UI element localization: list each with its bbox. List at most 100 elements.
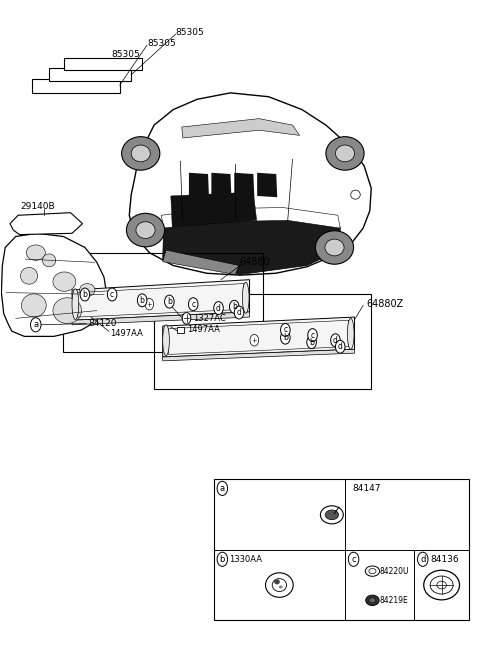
- Polygon shape: [49, 69, 131, 82]
- Circle shape: [165, 295, 174, 308]
- Text: 1327AC: 1327AC: [193, 314, 226, 323]
- Text: c: c: [110, 290, 114, 299]
- Text: b: b: [140, 296, 144, 305]
- Circle shape: [307, 336, 316, 349]
- Ellipse shape: [22, 294, 46, 317]
- Circle shape: [250, 334, 259, 346]
- Text: 84219E: 84219E: [380, 596, 408, 605]
- Polygon shape: [234, 173, 254, 197]
- Ellipse shape: [131, 145, 150, 162]
- Circle shape: [281, 324, 290, 336]
- Ellipse shape: [430, 576, 453, 594]
- Circle shape: [137, 294, 147, 307]
- Text: 84136: 84136: [430, 554, 458, 564]
- Ellipse shape: [272, 578, 287, 591]
- Polygon shape: [163, 317, 355, 357]
- Text: 29140B: 29140B: [21, 202, 55, 211]
- Polygon shape: [257, 173, 277, 197]
- Text: 1497AA: 1497AA: [188, 325, 220, 334]
- Polygon shape: [72, 312, 250, 325]
- Polygon shape: [161, 208, 340, 228]
- Ellipse shape: [26, 245, 45, 260]
- Bar: [177, 327, 184, 333]
- Text: 64880: 64880: [239, 257, 270, 267]
- Ellipse shape: [126, 214, 165, 247]
- Polygon shape: [129, 93, 371, 275]
- Circle shape: [331, 334, 340, 347]
- Polygon shape: [163, 250, 239, 274]
- Polygon shape: [72, 280, 250, 320]
- Ellipse shape: [348, 318, 354, 349]
- Text: c: c: [283, 325, 288, 334]
- Text: 85305: 85305: [176, 28, 204, 38]
- Circle shape: [189, 298, 198, 311]
- Text: b: b: [309, 338, 314, 347]
- Circle shape: [281, 331, 290, 344]
- Ellipse shape: [325, 510, 338, 520]
- Polygon shape: [64, 58, 142, 71]
- Circle shape: [234, 306, 244, 319]
- Circle shape: [308, 329, 317, 342]
- Text: d: d: [338, 342, 343, 351]
- Text: b: b: [83, 290, 87, 299]
- Circle shape: [108, 288, 117, 301]
- Polygon shape: [182, 118, 300, 138]
- Ellipse shape: [80, 283, 95, 296]
- Text: 85305: 85305: [147, 39, 176, 49]
- Ellipse shape: [163, 325, 169, 356]
- Circle shape: [348, 552, 359, 566]
- Text: 1497AA: 1497AA: [110, 329, 143, 338]
- Ellipse shape: [242, 282, 249, 313]
- Circle shape: [182, 313, 191, 324]
- Ellipse shape: [72, 289, 79, 320]
- Ellipse shape: [265, 573, 293, 597]
- Ellipse shape: [53, 298, 82, 324]
- Ellipse shape: [121, 137, 160, 170]
- Circle shape: [31, 318, 41, 332]
- Text: 84120: 84120: [88, 319, 117, 328]
- Circle shape: [145, 298, 154, 310]
- Bar: [63, 252, 263, 353]
- Ellipse shape: [424, 570, 459, 600]
- Text: 84220U: 84220U: [380, 567, 409, 576]
- Polygon shape: [189, 173, 209, 197]
- Ellipse shape: [279, 586, 283, 589]
- Polygon shape: [33, 79, 120, 93]
- Text: d: d: [216, 303, 221, 313]
- Polygon shape: [211, 173, 231, 197]
- Text: 1330AA: 1330AA: [229, 554, 263, 564]
- Ellipse shape: [274, 579, 280, 584]
- Ellipse shape: [321, 506, 343, 524]
- Ellipse shape: [21, 267, 37, 284]
- Circle shape: [80, 288, 90, 301]
- Text: b: b: [232, 302, 237, 311]
- Bar: [214, 479, 469, 620]
- Text: c: c: [351, 554, 356, 564]
- Text: d: d: [420, 554, 425, 564]
- Text: c: c: [311, 331, 314, 340]
- Ellipse shape: [326, 137, 364, 170]
- Ellipse shape: [366, 595, 379, 606]
- Text: 84147: 84147: [352, 484, 381, 493]
- Ellipse shape: [437, 581, 446, 589]
- Ellipse shape: [136, 222, 155, 239]
- Circle shape: [418, 552, 428, 566]
- Polygon shape: [1, 234, 107, 336]
- Text: a: a: [33, 320, 38, 329]
- Text: b: b: [283, 333, 288, 342]
- Circle shape: [214, 302, 223, 314]
- Circle shape: [229, 300, 239, 313]
- Text: d: d: [237, 308, 241, 317]
- Text: c: c: [191, 300, 195, 309]
- Text: d: d: [333, 336, 338, 345]
- Polygon shape: [10, 213, 83, 235]
- Text: a: a: [220, 484, 225, 493]
- Ellipse shape: [53, 272, 76, 291]
- Polygon shape: [171, 192, 257, 227]
- Text: b: b: [167, 297, 172, 306]
- Circle shape: [336, 340, 345, 353]
- Text: b: b: [220, 554, 225, 564]
- Circle shape: [217, 481, 228, 496]
- Ellipse shape: [315, 231, 354, 264]
- Ellipse shape: [351, 190, 360, 199]
